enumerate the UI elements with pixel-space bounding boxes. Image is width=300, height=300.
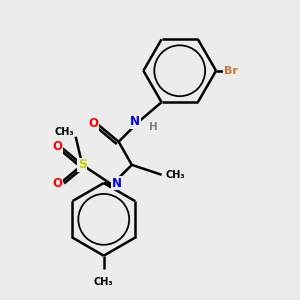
Text: O: O (52, 140, 62, 153)
Text: S: S (78, 158, 87, 171)
Text: CH₃: CH₃ (94, 277, 114, 287)
Text: H: H (149, 122, 158, 132)
Text: N: N (130, 116, 140, 128)
Text: O: O (52, 176, 62, 190)
Text: CH₃: CH₃ (166, 170, 185, 180)
Text: CH₃: CH₃ (54, 127, 74, 137)
Text: Br: Br (224, 66, 238, 76)
Text: O: O (89, 117, 99, 130)
Text: N: N (112, 176, 122, 190)
